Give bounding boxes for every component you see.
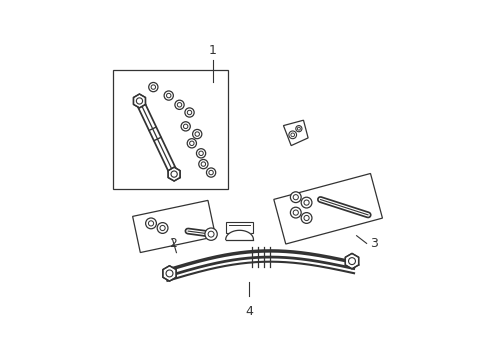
Circle shape [166,270,173,277]
Circle shape [293,210,298,215]
Circle shape [193,130,202,139]
Circle shape [157,222,168,233]
Text: 3: 3 [370,237,378,250]
Circle shape [291,133,294,137]
Polygon shape [168,167,180,181]
Circle shape [187,139,196,148]
Polygon shape [133,201,216,253]
Circle shape [304,215,309,221]
Circle shape [209,170,213,175]
Text: 1: 1 [209,44,217,57]
Circle shape [167,93,171,98]
Circle shape [164,91,173,100]
Circle shape [185,108,194,117]
Text: 4: 4 [245,305,253,318]
Circle shape [160,225,165,231]
Circle shape [196,149,206,158]
Circle shape [206,168,216,177]
Circle shape [148,221,153,226]
Circle shape [183,124,188,129]
Circle shape [175,100,184,109]
Polygon shape [274,174,383,244]
Circle shape [293,195,298,200]
Circle shape [301,197,312,208]
Circle shape [190,141,194,145]
Polygon shape [163,266,176,281]
Polygon shape [133,94,146,108]
Circle shape [291,207,301,218]
Polygon shape [345,253,359,269]
Circle shape [199,159,208,169]
Circle shape [195,132,199,136]
Circle shape [348,258,355,265]
Circle shape [289,131,296,139]
Circle shape [187,110,192,115]
Circle shape [301,213,312,223]
Circle shape [171,171,177,177]
Polygon shape [283,120,308,145]
Bar [113,70,228,189]
Circle shape [146,218,156,229]
Circle shape [149,82,158,92]
Circle shape [136,98,143,104]
Circle shape [199,151,203,156]
Text: 2: 2 [169,237,176,250]
Circle shape [304,200,309,205]
Circle shape [208,231,214,237]
Circle shape [151,85,155,89]
Circle shape [177,103,182,107]
Circle shape [296,126,302,132]
Circle shape [297,127,300,130]
Circle shape [291,192,301,203]
Circle shape [181,122,190,131]
Bar [226,222,253,233]
Circle shape [205,228,217,240]
Circle shape [201,162,206,166]
